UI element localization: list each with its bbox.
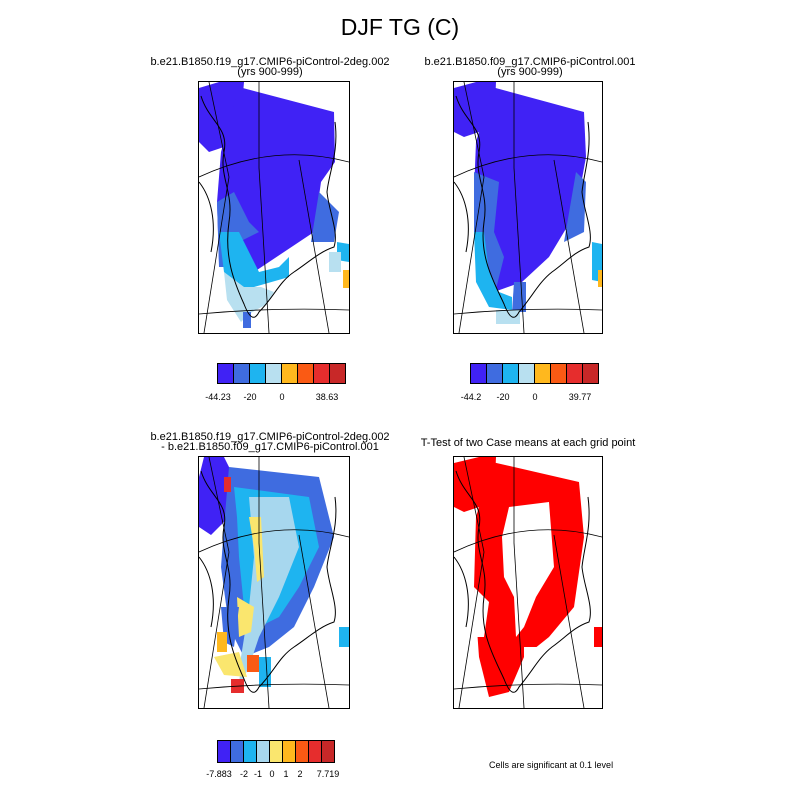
colorbar-swatch	[269, 740, 283, 763]
panel1-title-line1: b.e21.B1850.f19_g17.CMIP6-piControl-2deg…	[150, 56, 390, 68]
panel3-title-line1: b.e21.B1850.f19_g17.CMIP6-piControl-2deg…	[150, 431, 390, 443]
panel4-graticule	[454, 457, 602, 708]
colorbar-swatch	[281, 363, 298, 384]
colorbar-swatch	[217, 740, 231, 763]
panel3-cb-label-max: 7.719	[316, 769, 340, 779]
colorbar-swatch	[321, 740, 335, 763]
panel1-title: b.e21.B1850.f19_g17.CMIP6-piControl-2deg…	[145, 56, 395, 78]
panel4-title-line1: T-Test of two Case means at each grid po…	[420, 437, 636, 449]
colorbar-swatch	[534, 363, 551, 384]
panel3-cb-label: -1	[253, 769, 263, 779]
colorbar-swatch	[470, 363, 487, 384]
panel4-title: T-Test of two Case means at each grid po…	[403, 437, 653, 449]
panel1-coastline	[199, 95, 337, 318]
greenland-field	[474, 87, 586, 292]
panel2-field	[454, 82, 602, 324]
panel1-title-line2: (yrs 900-999)	[237, 66, 303, 78]
panel2-cb-label: -20	[496, 392, 510, 402]
panel3-cb-label-min: -7.883	[206, 769, 232, 779]
colorbar-swatch	[230, 740, 244, 763]
panel3-cb-label: 2	[297, 769, 303, 779]
colorbar-swatch	[249, 363, 266, 384]
colorbar-swatch	[582, 363, 599, 384]
colorbar-swatch	[566, 363, 583, 384]
colorbar-swatch	[217, 363, 234, 384]
colorbar-swatch	[282, 740, 296, 763]
panel1-graticule	[199, 82, 349, 333]
panel3-cb-label: 1	[283, 769, 289, 779]
panel3-coastline	[199, 470, 337, 693]
panel1-field	[199, 82, 349, 328]
panel3-colorbar	[217, 740, 335, 763]
panel2-cb-label-max: 39.77	[568, 392, 592, 402]
colorbar-swatch	[313, 363, 330, 384]
colorbar-swatch	[233, 363, 250, 384]
panel1-cb-label: -20	[243, 392, 257, 402]
panel2-title: b.e21.B1850.f09_g17.CMIP6-piControl.001 …	[405, 56, 655, 78]
colorbar-swatch	[329, 363, 346, 384]
panel2-cb-label: 0	[532, 392, 538, 402]
panel2-colorbar	[470, 363, 599, 384]
colorbar-swatch	[297, 363, 314, 384]
panel3-graticule	[199, 457, 349, 708]
colorbar-swatch	[243, 740, 257, 763]
panel1-colorbar	[217, 363, 346, 384]
colorbar-swatch	[265, 363, 282, 384]
panel4-coastline	[454, 470, 591, 693]
colorbar-swatch	[256, 740, 270, 763]
panel4-map	[453, 456, 603, 709]
panel1-map	[198, 81, 350, 334]
colorbar-swatch	[295, 740, 309, 763]
panel3-cb-label: 0	[269, 769, 275, 779]
panel4-not-significant	[474, 502, 554, 662]
panel1-cb-label: 0	[279, 392, 285, 402]
panel2-coastline	[454, 95, 591, 318]
colorbar-swatch	[550, 363, 567, 384]
colorbar-swatch	[308, 740, 322, 763]
panel1-cb-label-min: -44.23	[205, 392, 231, 402]
panel2-title-line2: (yrs 900-999)	[497, 66, 563, 78]
colorbar-swatch	[518, 363, 535, 384]
panel2-cb-label-min: -44.2	[460, 392, 482, 402]
colorbar-swatch	[502, 363, 519, 384]
colorbar-swatch	[486, 363, 503, 384]
panel1-cb-label-max: 38.63	[315, 392, 339, 402]
figure-title: DJF TG (C)	[340, 14, 460, 40]
panel2-map	[453, 81, 603, 334]
panel3-title-line2: - b.e21.B1850.f09_g17.CMIP6-piControl.00…	[161, 441, 379, 453]
significance-note: Cells are significant at 0.1 level	[489, 760, 614, 770]
panel3-field	[199, 457, 349, 693]
panel3-title: b.e21.B1850.f19_g17.CMIP6-piControl-2deg…	[145, 431, 395, 453]
panel2-graticule	[454, 82, 602, 333]
panel2-title-line1: b.e21.B1850.f09_g17.CMIP6-piControl.001	[424, 56, 636, 68]
panel3-map	[198, 456, 350, 709]
panel3-cb-label: -2	[239, 769, 249, 779]
